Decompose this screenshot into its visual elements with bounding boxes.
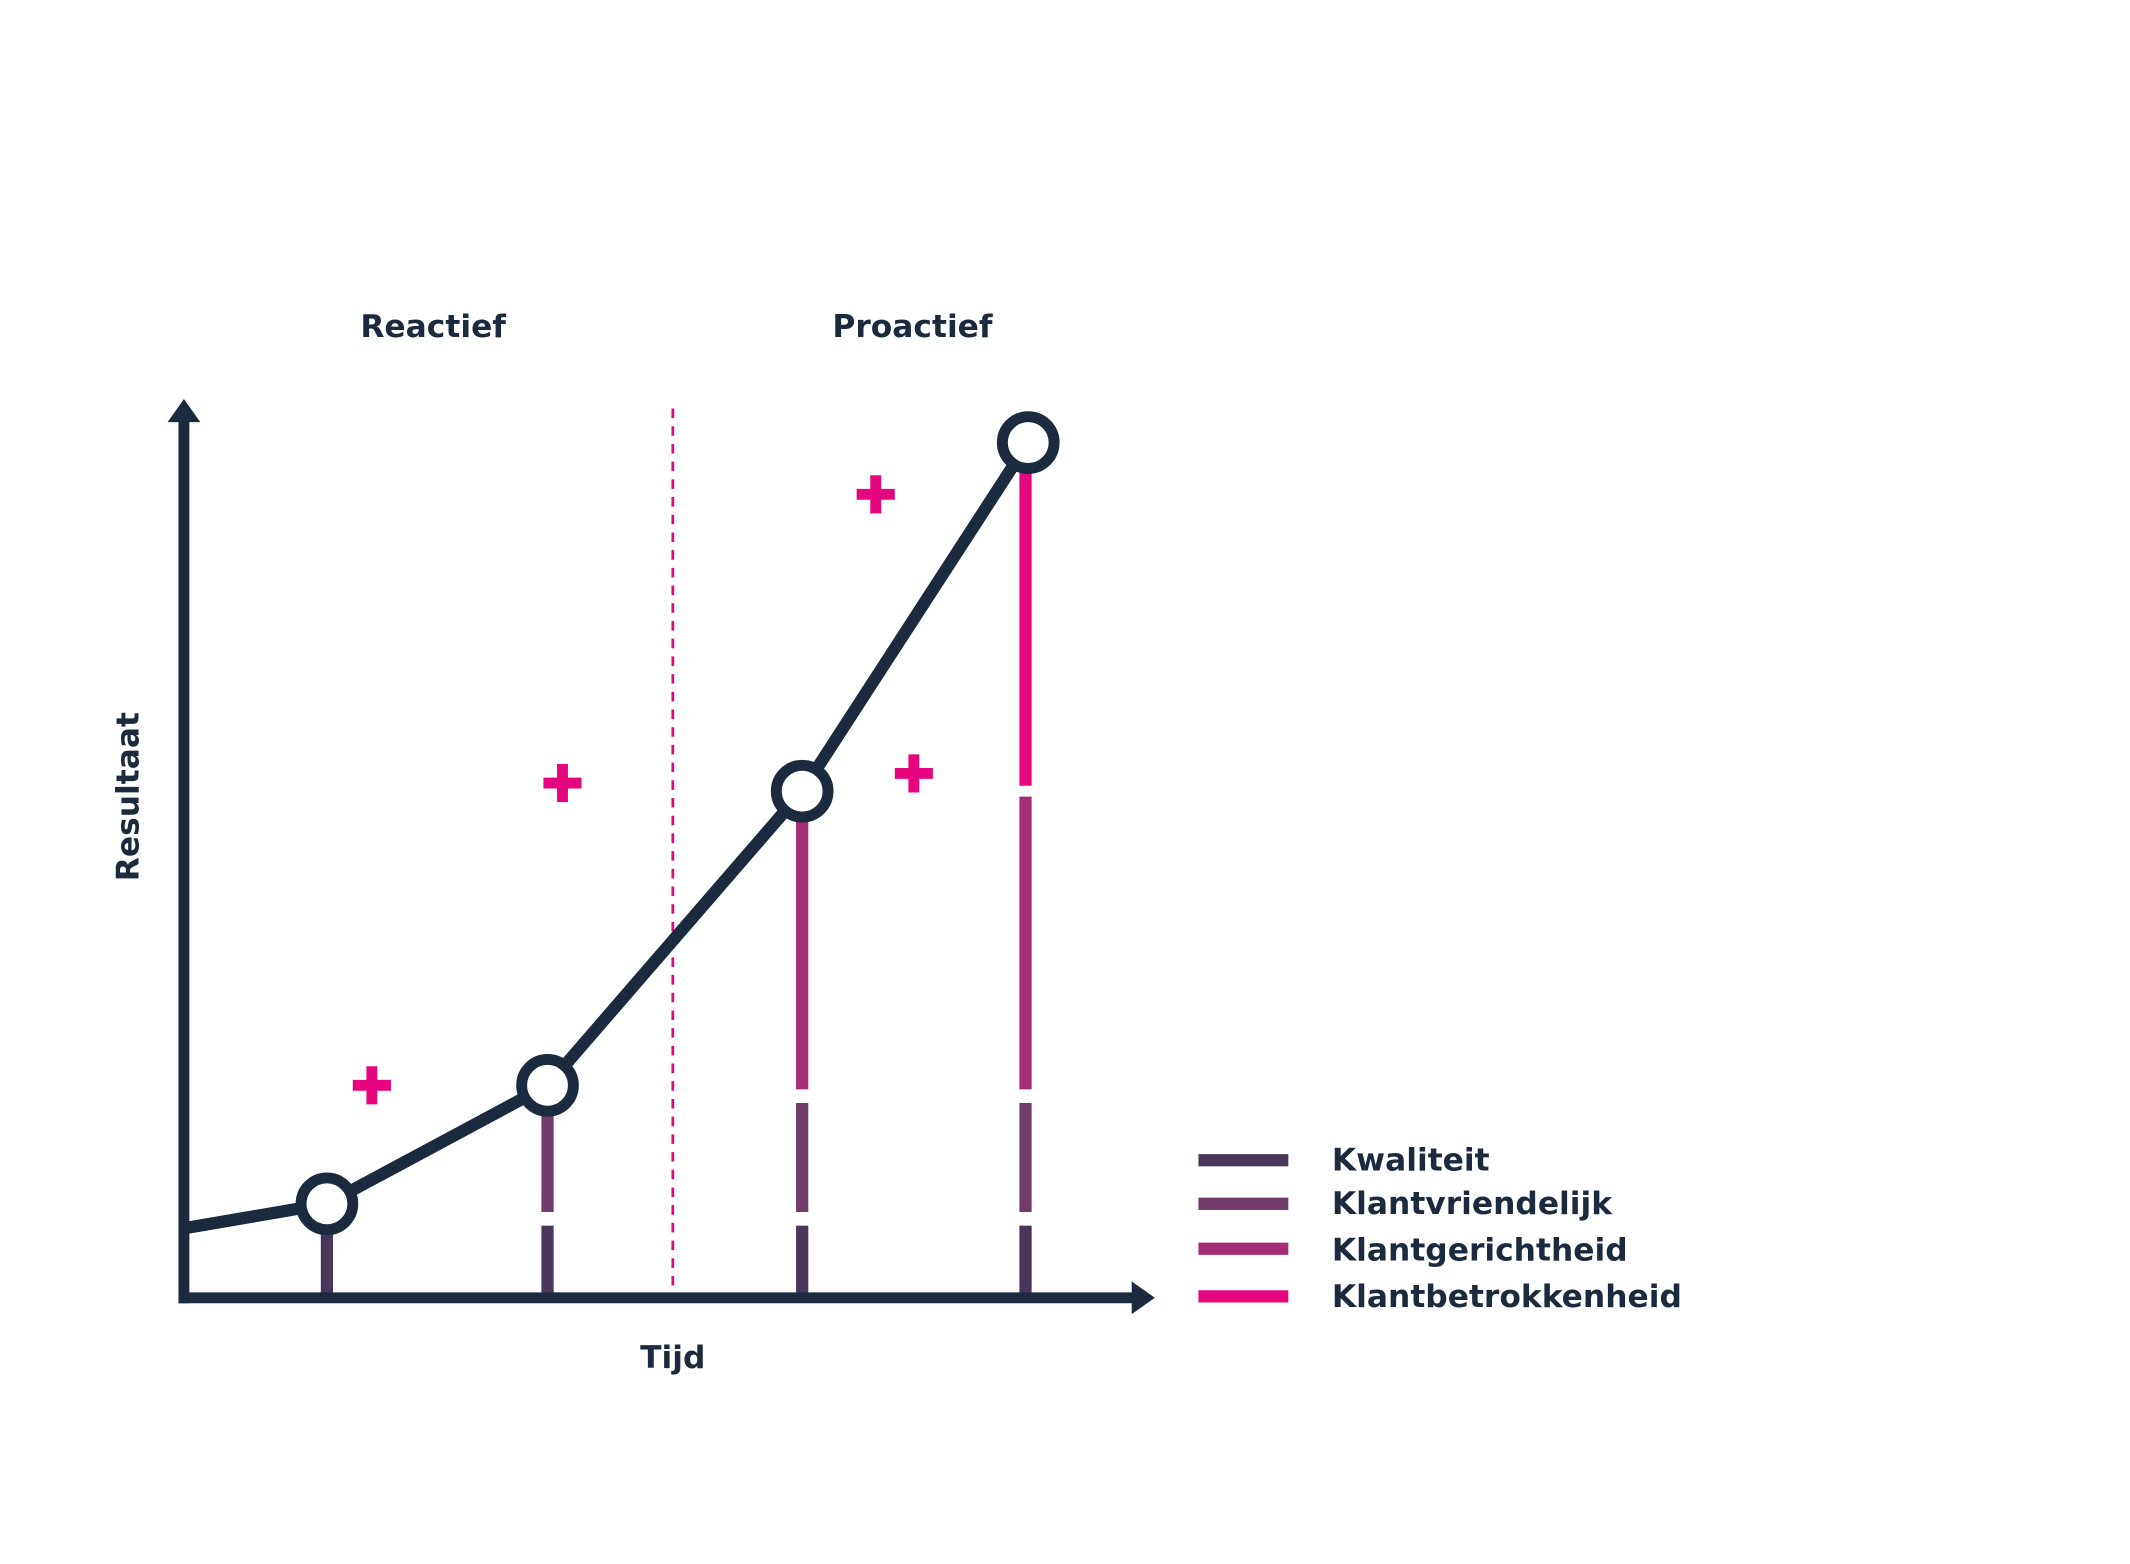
milestone (770, 759, 834, 823)
phase-label: Proactief (832, 309, 993, 345)
plus (352, 1066, 391, 1105)
milestone (996, 411, 1060, 474)
legend-label: Klantbetrokkenheid (1332, 1279, 1682, 1315)
x-axis-label: Tijd (640, 1340, 705, 1376)
legend-label: Kwaliteit (1332, 1143, 1490, 1179)
pluses (352, 475, 933, 1105)
milestones (295, 411, 1060, 1236)
axes (167, 399, 1155, 1315)
plus (543, 763, 582, 803)
x-arrow (1131, 1281, 1155, 1315)
legend-label: Klantvriendelijk (1332, 1186, 1613, 1222)
plus (856, 475, 895, 514)
y-axis-label: Resultaat (110, 712, 146, 881)
milestone (295, 1172, 359, 1236)
phase-label: Reactief (360, 309, 506, 345)
plus (894, 754, 933, 793)
legend-label: Klantgerichtheid (1332, 1232, 1628, 1268)
y-arrow (167, 399, 201, 423)
milestone (516, 1054, 579, 1117)
legend: Kwaliteit Klantvriendelijk Klantgerichth… (1198, 1143, 1682, 1315)
result-line (182, 439, 1034, 1235)
stems (320, 463, 1032, 1298)
